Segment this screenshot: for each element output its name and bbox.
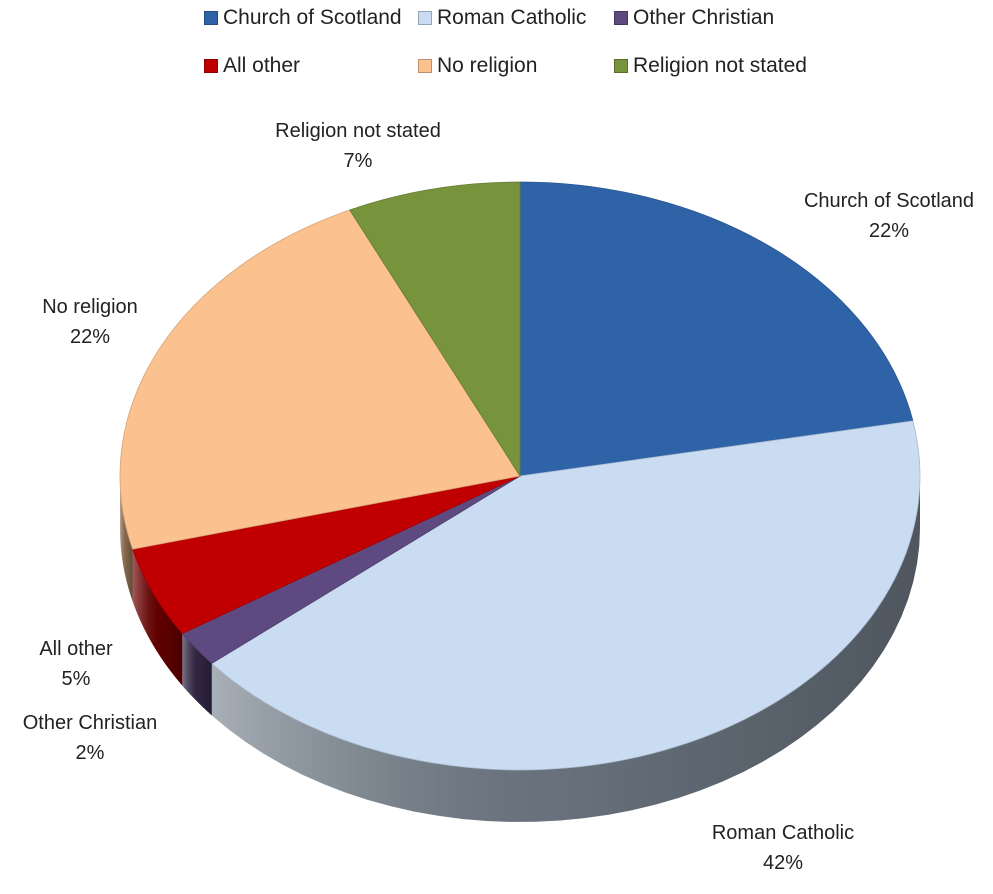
- pie-side-shading-no-religion: [120, 476, 133, 602]
- data-label-value-religion-not-stated: 7%: [343, 150, 373, 172]
- legend-swatch-roman-catholic: [418, 11, 432, 25]
- data-label-other-christian: Other Christian 2%: [0, 708, 180, 768]
- pie-slice-roman-catholic: [211, 420, 921, 771]
- legend-item-no-religion: No religion: [418, 54, 537, 78]
- legend-item-all-other: All other: [204, 54, 300, 78]
- data-label-religion-not-stated: Religion not stated 7%: [248, 116, 468, 176]
- pie-slice-religion-not-stated: [349, 181, 521, 478]
- data-label-value-roman-catholic: 42%: [762, 852, 804, 874]
- legend-item-other-christian: Other Christian: [614, 6, 774, 30]
- data-label-name-all-other: All other: [39, 638, 113, 660]
- data-label-all-other: All other 5%: [16, 634, 136, 694]
- data-label-value-church-of-scotland: 22%: [868, 220, 910, 242]
- data-label-value-no-religion: 22%: [69, 326, 111, 348]
- legend-label-all-other: All other: [223, 54, 301, 77]
- legend-swatch-other-christian: [614, 11, 628, 25]
- pie-tops: [119, 181, 921, 771]
- pie-slice-no-religion: [119, 209, 521, 550]
- legend-label-church-of-scotland: Church of Scotland: [223, 6, 402, 29]
- data-label-church-of-scotland: Church of Scotland 22%: [794, 186, 984, 246]
- legend-label-no-religion: No religion: [437, 54, 538, 77]
- data-label-name-religion-not-stated: Religion not stated: [275, 120, 441, 142]
- legend-swatch-religion-not-stated: [614, 59, 628, 73]
- pie-side-shading-roman-catholic: [211, 476, 921, 822]
- legend-swatch-church-of-scotland: [204, 11, 218, 25]
- data-label-name-roman-catholic: Roman Catholic: [711, 822, 855, 844]
- pie-slice-church-of-scotland: [519, 181, 914, 477]
- legend-item-roman-catholic: Roman Catholic: [418, 6, 586, 30]
- data-label-name-church-of-scotland: Church of Scotland: [803, 190, 975, 212]
- legend-label-other-christian: Other Christian: [633, 6, 775, 29]
- chart-legend: Church of Scotland Roman Catholic Other …: [0, 0, 993, 90]
- data-label-value-other-christian: 2%: [75, 742, 105, 764]
- pie-sides: [120, 476, 921, 822]
- legend-swatch-all-other: [204, 59, 218, 73]
- data-label-roman-catholic: Roman Catholic 42%: [688, 818, 878, 878]
- pie-side-shading-other-christian: [182, 633, 212, 716]
- legend-swatch-no-religion: [418, 59, 432, 73]
- legend-label-roman-catholic: Roman Catholic: [437, 6, 587, 29]
- legend-label-religion-not-stated: Religion not stated: [633, 54, 807, 77]
- data-label-no-religion: No religion 22%: [20, 292, 160, 352]
- data-label-name-no-religion: No religion: [42, 296, 138, 318]
- legend-item-church-of-scotland: Church of Scotland: [204, 6, 402, 30]
- pie-side-shading-all-other: [132, 549, 183, 686]
- legend-item-religion-not-stated: Religion not stated: [614, 54, 807, 78]
- data-label-name-other-christian: Other Christian: [22, 712, 158, 734]
- data-label-value-all-other: 5%: [61, 668, 91, 690]
